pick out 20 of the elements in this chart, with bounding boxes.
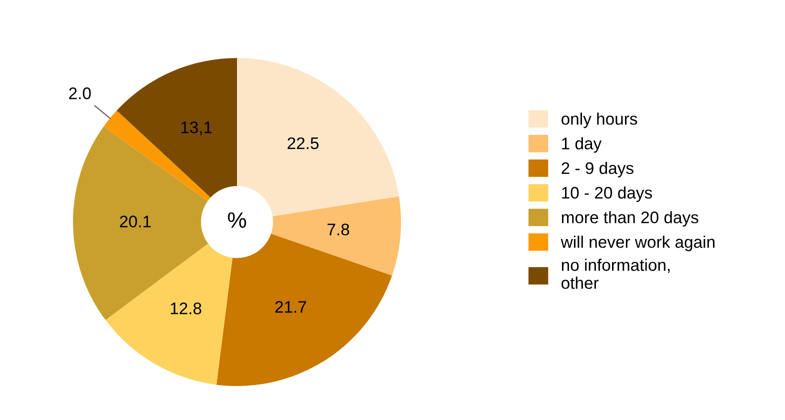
data-label: 20.1 bbox=[120, 216, 151, 228]
data-label: 22.5 bbox=[288, 137, 319, 150]
donut-slice bbox=[106, 244, 232, 385]
data-label: 13,1 bbox=[181, 121, 212, 136]
data-label: 2.0 bbox=[69, 87, 91, 100]
legend-label: more than 20 days bbox=[562, 211, 698, 227]
legend-label: 1 day bbox=[562, 137, 602, 153]
donut-slice bbox=[271, 196, 401, 276]
legend-label: only hours bbox=[562, 112, 638, 128]
text: % bbox=[228, 212, 246, 228]
legend-label: 2 - 9 days bbox=[562, 162, 634, 178]
legend-label: no information, other bbox=[562, 258, 670, 289]
legend-label: will never work again bbox=[560, 236, 714, 252]
donut-slice bbox=[216, 234, 392, 386]
data-label: 21.7 bbox=[275, 301, 306, 313]
data-label: 7.8 bbox=[328, 224, 350, 236]
donut-slice bbox=[104, 110, 211, 202]
data-label: 12.8 bbox=[170, 302, 202, 314]
donut-slice bbox=[116, 58, 237, 198]
legend-label: 10 - 20 days bbox=[562, 186, 652, 202]
